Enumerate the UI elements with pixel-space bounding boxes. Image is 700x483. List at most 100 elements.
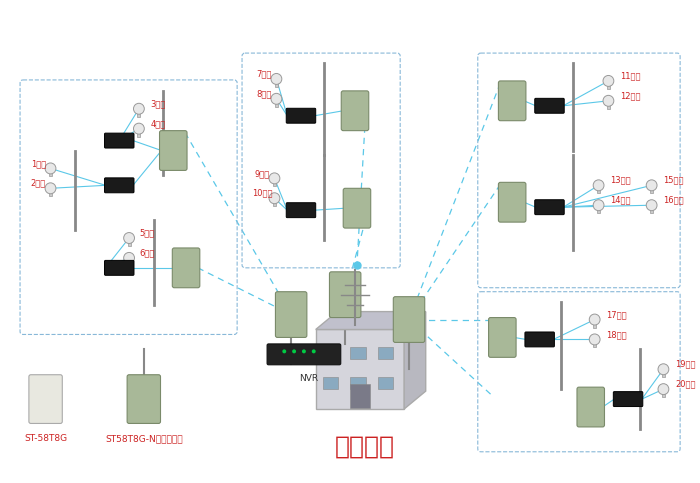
Circle shape (603, 75, 614, 86)
Circle shape (124, 232, 134, 243)
FancyBboxPatch shape (172, 248, 199, 288)
Circle shape (271, 73, 282, 85)
Circle shape (134, 123, 144, 134)
FancyBboxPatch shape (127, 375, 160, 424)
FancyBboxPatch shape (286, 203, 316, 218)
Text: 监控中心: 监控中心 (335, 435, 395, 459)
Text: 2号点: 2号点 (31, 179, 46, 188)
Bar (377, 377, 393, 389)
Circle shape (646, 200, 657, 211)
Bar (275, 103, 278, 107)
Bar (137, 133, 141, 137)
Bar (273, 202, 276, 206)
Text: 20号点: 20号点 (676, 380, 696, 389)
Text: 19号点: 19号点 (676, 360, 696, 369)
Text: 14号点: 14号点 (610, 196, 631, 205)
Text: 9号点: 9号点 (255, 169, 270, 178)
FancyBboxPatch shape (498, 183, 526, 222)
Bar (597, 189, 600, 193)
Circle shape (593, 200, 604, 211)
Bar (377, 347, 393, 359)
Bar (662, 393, 665, 397)
FancyBboxPatch shape (104, 133, 134, 148)
Text: 11号点: 11号点 (620, 71, 641, 81)
FancyBboxPatch shape (160, 130, 187, 170)
Circle shape (269, 193, 280, 204)
FancyBboxPatch shape (577, 387, 605, 427)
Circle shape (593, 180, 604, 191)
Bar (350, 347, 366, 359)
Circle shape (124, 253, 134, 263)
Bar (593, 324, 596, 327)
Circle shape (282, 349, 286, 354)
Bar (593, 343, 596, 347)
Circle shape (134, 103, 144, 114)
FancyBboxPatch shape (330, 272, 361, 317)
Polygon shape (316, 312, 426, 329)
Circle shape (603, 95, 614, 106)
FancyBboxPatch shape (525, 332, 554, 347)
FancyBboxPatch shape (489, 317, 516, 357)
Text: 18号点: 18号点 (606, 330, 627, 339)
Polygon shape (404, 312, 426, 409)
Bar (650, 189, 653, 193)
Circle shape (589, 334, 600, 345)
Text: 10号点: 10号点 (252, 189, 272, 198)
FancyBboxPatch shape (267, 344, 341, 365)
Bar (607, 105, 610, 109)
Text: 12号点: 12号点 (620, 91, 641, 100)
FancyBboxPatch shape (535, 200, 564, 214)
Circle shape (271, 93, 282, 104)
Text: 17号点: 17号点 (606, 310, 627, 319)
Text: ST-58T8G: ST-58T8G (24, 434, 67, 443)
Bar (323, 347, 338, 359)
FancyBboxPatch shape (275, 292, 307, 338)
Text: 1号点: 1号点 (31, 159, 46, 168)
Bar (607, 85, 610, 89)
FancyBboxPatch shape (498, 81, 526, 121)
Text: 6号点: 6号点 (139, 248, 154, 257)
Bar (273, 183, 276, 186)
Text: 16号点: 16号点 (664, 196, 684, 205)
Bar (350, 377, 366, 389)
Bar (597, 209, 600, 213)
Text: ST58T8G-N带全向天线: ST58T8G-N带全向天线 (105, 434, 183, 443)
FancyBboxPatch shape (393, 297, 425, 342)
Circle shape (589, 314, 600, 325)
Circle shape (292, 349, 296, 354)
Bar (323, 377, 338, 389)
FancyBboxPatch shape (316, 329, 404, 409)
Text: 5号点: 5号点 (139, 228, 154, 238)
Circle shape (312, 349, 316, 354)
FancyBboxPatch shape (535, 99, 564, 113)
Bar (127, 242, 131, 246)
FancyBboxPatch shape (613, 392, 643, 407)
Circle shape (45, 163, 56, 174)
Bar (127, 262, 131, 266)
Bar (662, 373, 665, 377)
Text: 3号点: 3号点 (150, 99, 166, 108)
Bar (275, 83, 278, 87)
Circle shape (302, 349, 306, 354)
FancyBboxPatch shape (341, 91, 369, 130)
FancyBboxPatch shape (286, 108, 316, 123)
Bar (137, 113, 141, 117)
Bar (650, 209, 653, 213)
Circle shape (658, 384, 668, 395)
Text: 4号点: 4号点 (150, 119, 166, 128)
Text: 8号点: 8号点 (257, 89, 272, 99)
Text: 7号点: 7号点 (257, 70, 272, 78)
Text: 13号点: 13号点 (610, 176, 631, 185)
FancyBboxPatch shape (29, 375, 62, 424)
Bar (350, 384, 370, 408)
FancyBboxPatch shape (343, 188, 371, 228)
Bar (49, 192, 52, 196)
Circle shape (269, 173, 280, 184)
Bar (49, 172, 52, 176)
Circle shape (646, 180, 657, 191)
Circle shape (658, 364, 668, 375)
Circle shape (45, 183, 56, 194)
FancyBboxPatch shape (104, 178, 134, 193)
Text: NVR: NVR (300, 374, 318, 383)
FancyBboxPatch shape (104, 260, 134, 275)
